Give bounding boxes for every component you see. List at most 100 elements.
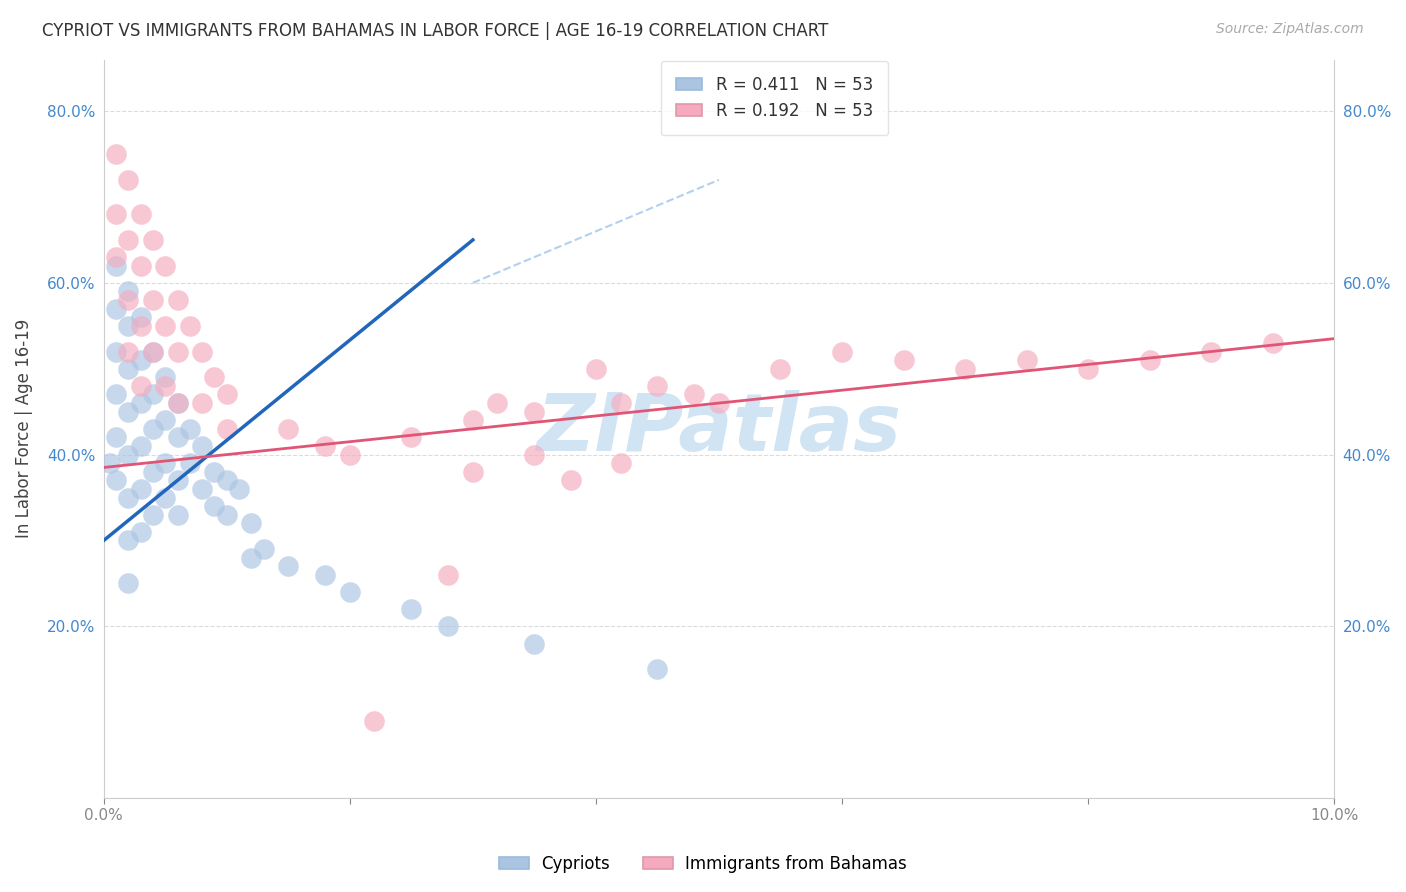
Point [1199,344,1222,359]
Point [401,430,423,444]
Point [142,465,165,479]
Point [129,396,152,410]
Point [523,636,546,650]
Point [204,370,226,384]
Point [314,439,336,453]
Point [277,422,299,436]
Point [166,344,188,359]
Point [98,456,121,470]
Point [707,396,730,410]
Point [179,318,201,333]
Point [523,448,546,462]
Point [129,524,152,539]
Point [117,448,139,462]
Point [166,474,188,488]
Point [277,559,299,574]
Point [683,387,706,401]
Point [339,585,361,599]
Point [585,361,607,376]
Point [129,482,152,496]
Point [105,259,128,273]
Point [166,508,188,522]
Point [142,233,165,247]
Point [240,516,263,531]
Point [647,662,669,676]
Point [105,387,128,401]
Point [155,491,177,505]
Point [142,293,165,307]
Legend: R = 0.411   N = 53, R = 0.192   N = 53: R = 0.411 N = 53, R = 0.192 N = 53 [661,61,889,135]
Point [215,387,238,401]
Point [142,387,165,401]
Point [105,430,128,444]
Point [117,344,139,359]
Point [166,430,188,444]
Point [117,405,139,419]
Point [769,361,792,376]
Point [142,344,165,359]
Point [893,353,915,368]
Point [155,413,177,427]
Legend: Cypriots, Immigrants from Bahamas: Cypriots, Immigrants from Bahamas [492,848,914,880]
Point [129,439,152,453]
Point [117,233,139,247]
Point [117,293,139,307]
Point [437,567,460,582]
Point [191,344,214,359]
Text: Source: ZipAtlas.com: Source: ZipAtlas.com [1216,22,1364,37]
Point [105,250,128,264]
Point [609,396,631,410]
Point [166,293,188,307]
Point [155,456,177,470]
Point [461,465,484,479]
Point [105,207,128,221]
Point [155,379,177,393]
Point [204,465,226,479]
Point [105,301,128,316]
Point [204,499,226,513]
Point [142,344,165,359]
Point [437,619,460,633]
Text: CYPRIOT VS IMMIGRANTS FROM BAHAMAS IN LABOR FORCE | AGE 16-19 CORRELATION CHART: CYPRIOT VS IMMIGRANTS FROM BAHAMAS IN LA… [42,22,828,40]
Point [363,714,385,728]
Point [142,422,165,436]
Point [166,396,188,410]
Point [117,491,139,505]
Point [1139,353,1161,368]
Point [1261,335,1284,350]
Point [105,147,128,161]
Point [117,318,139,333]
Point [523,405,546,419]
Point [228,482,250,496]
Point [105,474,128,488]
Point [486,396,509,410]
Point [953,361,976,376]
Point [831,344,853,359]
Point [117,173,139,187]
Point [129,318,152,333]
Point [191,439,214,453]
Point [179,456,201,470]
Point [129,259,152,273]
Point [179,422,201,436]
Y-axis label: In Labor Force | Age 16-19: In Labor Force | Age 16-19 [15,319,32,539]
Point [129,353,152,368]
Point [1015,353,1038,368]
Point [560,474,582,488]
Point [339,448,361,462]
Point [215,508,238,522]
Point [117,576,139,591]
Point [117,285,139,299]
Point [155,259,177,273]
Point [117,361,139,376]
Point [609,456,631,470]
Point [461,413,484,427]
Text: ZIPatlas: ZIPatlas [537,390,901,467]
Point [314,567,336,582]
Point [401,602,423,616]
Point [129,310,152,325]
Point [191,396,214,410]
Point [253,542,276,557]
Point [129,207,152,221]
Point [240,550,263,565]
